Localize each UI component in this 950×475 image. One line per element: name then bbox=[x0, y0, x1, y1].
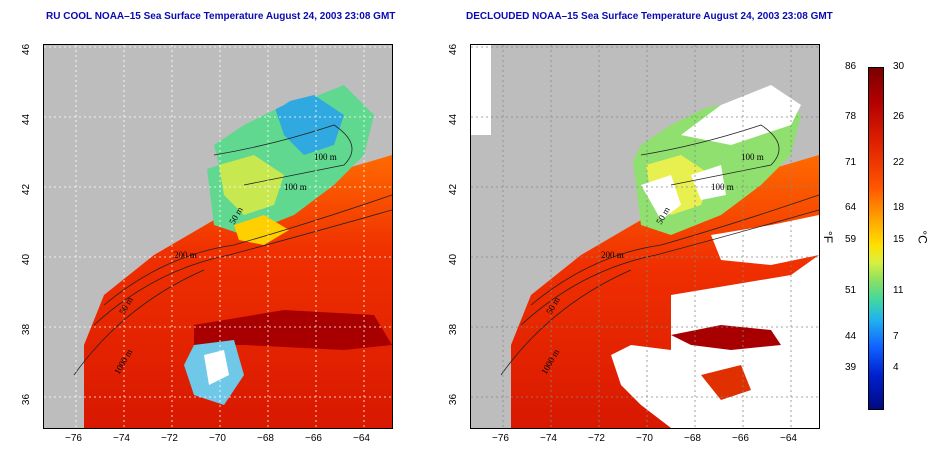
colorbar-c-label: 11 bbox=[893, 285, 904, 296]
y-tick-label: 38 bbox=[21, 323, 33, 336]
right-panel-title: DECLOUDED NOAA–15 Sea Surface Temperatur… bbox=[466, 11, 833, 22]
x-tick-label: −76 bbox=[65, 433, 82, 444]
colorbar-c-label: 15 bbox=[893, 234, 905, 245]
contour-label: 200 m bbox=[174, 250, 197, 260]
y-tick-label: 46 bbox=[448, 43, 460, 56]
left-sst-map: 100 m 100 m 50 m 200 m 1000 m 50 m bbox=[43, 44, 393, 429]
y-tick-label: 42 bbox=[448, 183, 460, 196]
y-tick-label: 44 bbox=[21, 113, 33, 126]
contour-label: 200 m bbox=[601, 250, 624, 260]
colorbar-f-label: 71 bbox=[845, 157, 857, 168]
y-tick-label: 36 bbox=[448, 393, 460, 406]
colorbar-c-label: 18 bbox=[893, 202, 905, 213]
colorbar-f-label: 64 bbox=[845, 202, 857, 213]
x-tick-label: −66 bbox=[305, 433, 322, 444]
colorbar-f-label: 39 bbox=[845, 362, 857, 373]
x-tick-label: −68 bbox=[257, 433, 274, 444]
colorbar-f-label: 51 bbox=[845, 285, 857, 296]
colorbar-f-label: 59 bbox=[845, 234, 857, 245]
y-tick-label: 38 bbox=[448, 323, 460, 336]
colorbar-f-label: 86 bbox=[845, 61, 857, 72]
contour-label: 100 m bbox=[314, 152, 337, 162]
x-tick-label: −72 bbox=[161, 433, 178, 444]
x-tick-label: −72 bbox=[588, 433, 605, 444]
y-tick-label: 42 bbox=[21, 183, 33, 196]
colorbar-c-label: 22 bbox=[893, 157, 905, 168]
y-tick-label: 40 bbox=[21, 253, 33, 266]
colorbar-c-label: 30 bbox=[893, 61, 905, 72]
contour-label: 100 m bbox=[711, 182, 734, 192]
x-tick-label: −64 bbox=[353, 433, 370, 444]
x-tick-label: −70 bbox=[209, 433, 226, 444]
colorbar-c-label: 7 bbox=[893, 331, 899, 342]
x-tick-label: −74 bbox=[540, 433, 557, 444]
colorbar-c-label: 4 bbox=[893, 362, 899, 373]
y-tick-label: 36 bbox=[21, 393, 33, 406]
contour-label: 100 m bbox=[284, 182, 307, 192]
y-tick-label: 46 bbox=[21, 43, 33, 56]
left-panel-title: RU COOL NOAA–15 Sea Surface Temperature … bbox=[46, 11, 396, 22]
x-tick-label: −66 bbox=[732, 433, 749, 444]
y-tick-label: 44 bbox=[448, 113, 460, 126]
colorbar-f-label: 78 bbox=[845, 111, 857, 122]
x-tick-label: −76 bbox=[492, 433, 509, 444]
x-tick-label: −64 bbox=[780, 433, 797, 444]
fahrenheit-unit: °F bbox=[821, 230, 836, 244]
celsius-unit: °C bbox=[915, 230, 930, 244]
x-tick-label: −68 bbox=[684, 433, 701, 444]
x-tick-label: −70 bbox=[636, 433, 653, 444]
colorbar-c-label: 26 bbox=[893, 111, 905, 122]
temperature-colorbar bbox=[868, 67, 884, 410]
contour-label: 100 m bbox=[741, 152, 764, 162]
y-tick-label: 40 bbox=[448, 253, 460, 266]
x-tick-label: −74 bbox=[113, 433, 130, 444]
colorbar-f-label: 44 bbox=[845, 331, 857, 342]
right-sst-map: 100 m 100 m 50 m 200 m 1000 m 50 m bbox=[470, 44, 820, 429]
